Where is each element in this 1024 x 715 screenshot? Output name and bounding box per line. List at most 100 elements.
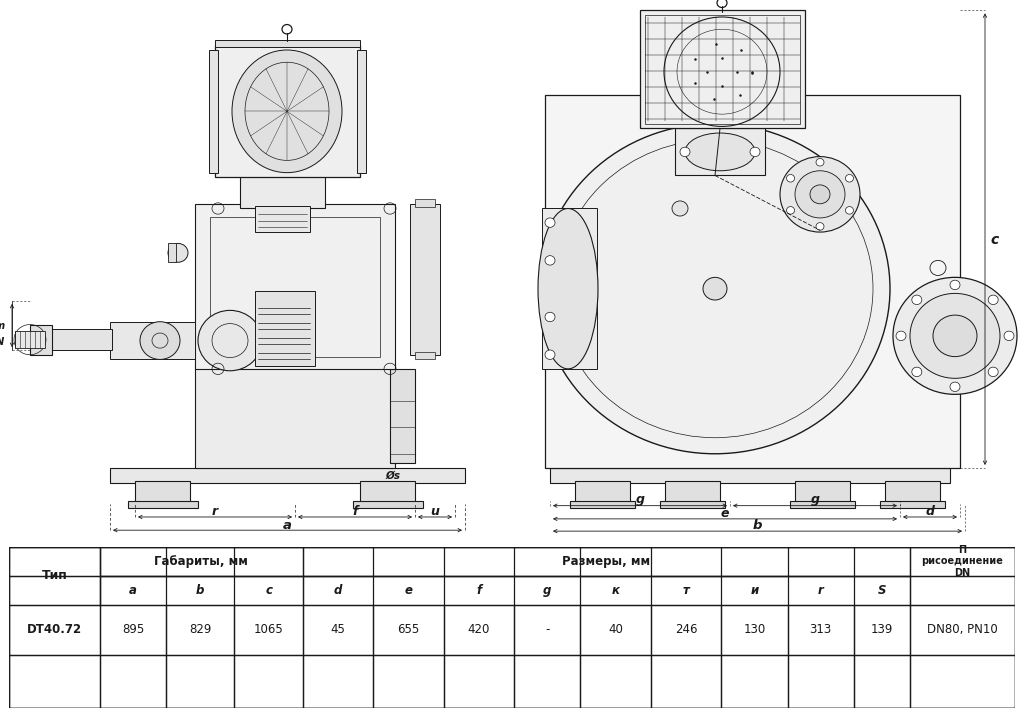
Text: Габариты, мм: Габариты, мм: [155, 555, 248, 568]
Circle shape: [168, 243, 188, 262]
Circle shape: [911, 295, 922, 305]
Text: и: и: [751, 584, 759, 597]
Bar: [255, 290, 315, 366]
Circle shape: [750, 147, 760, 157]
Bar: [168, 243, 176, 262]
Circle shape: [786, 174, 795, 182]
Circle shape: [816, 159, 824, 166]
Circle shape: [540, 124, 890, 454]
Text: -: -: [545, 623, 550, 636]
Bar: [215, 39, 360, 47]
Text: r: r: [212, 505, 218, 518]
Text: 655: 655: [397, 623, 420, 636]
Bar: [128, 501, 198, 508]
Text: d: d: [334, 584, 342, 597]
Bar: [360, 481, 415, 506]
Circle shape: [545, 256, 555, 265]
Text: d: d: [926, 505, 935, 518]
Circle shape: [680, 147, 690, 157]
Circle shape: [896, 331, 906, 340]
Text: e: e: [721, 507, 729, 520]
Text: S: S: [878, 584, 887, 597]
Circle shape: [816, 222, 824, 230]
Text: 420: 420: [468, 623, 490, 636]
Bar: [50, 329, 112, 350]
Circle shape: [893, 277, 1017, 395]
Bar: [353, 501, 423, 508]
Bar: [215, 45, 360, 177]
Bar: [645, 15, 800, 124]
Text: b: b: [753, 519, 762, 532]
Circle shape: [846, 207, 853, 214]
Text: Øs: Øs: [385, 470, 400, 480]
Circle shape: [810, 185, 830, 204]
Bar: [665, 481, 720, 506]
Bar: [545, 95, 961, 468]
Text: 313: 313: [810, 623, 831, 636]
Bar: [542, 209, 597, 369]
Bar: [30, 325, 52, 355]
Circle shape: [910, 293, 1000, 378]
Text: 1065: 1065: [254, 623, 284, 636]
Text: 40: 40: [608, 623, 623, 636]
Text: c: c: [991, 232, 999, 247]
Bar: [410, 204, 440, 355]
Bar: [415, 352, 435, 360]
Bar: [570, 501, 635, 508]
Text: f: f: [352, 505, 357, 518]
Text: g: g: [636, 493, 644, 506]
Circle shape: [140, 322, 180, 360]
Circle shape: [988, 368, 998, 377]
Bar: [660, 501, 725, 508]
Text: 829: 829: [189, 623, 212, 636]
Text: DN80, PN10: DN80, PN10: [927, 623, 997, 636]
Circle shape: [933, 315, 977, 357]
Circle shape: [545, 218, 555, 227]
Text: a: a: [129, 584, 137, 597]
Bar: [303, 547, 910, 576]
Circle shape: [950, 382, 961, 392]
Bar: [255, 206, 310, 232]
Text: u: u: [430, 505, 439, 518]
Text: 895: 895: [122, 623, 144, 636]
Bar: [390, 369, 415, 463]
Text: П
рисоединение
DN: П рисоединение DN: [922, 545, 1004, 578]
Bar: [550, 468, 950, 483]
Bar: [209, 50, 218, 172]
Bar: [195, 204, 395, 369]
Bar: [675, 128, 765, 175]
Text: g: g: [543, 584, 551, 597]
Bar: [885, 481, 940, 506]
Circle shape: [703, 277, 727, 300]
Circle shape: [988, 295, 998, 305]
Bar: [135, 481, 190, 506]
Text: r: r: [818, 584, 823, 597]
Circle shape: [911, 368, 922, 377]
Text: к: к: [611, 584, 620, 597]
Text: f: f: [476, 584, 481, 597]
Circle shape: [672, 201, 688, 216]
Bar: [195, 364, 395, 468]
Text: Размеры, мм: Размеры, мм: [562, 555, 650, 568]
Bar: [910, 547, 1015, 576]
Text: 139: 139: [870, 623, 893, 636]
Bar: [795, 481, 850, 506]
Text: a: a: [283, 519, 292, 532]
Text: c: c: [265, 584, 272, 597]
Text: 246: 246: [675, 623, 697, 636]
Bar: [880, 501, 945, 508]
Text: т: т: [683, 584, 689, 597]
Ellipse shape: [538, 209, 598, 369]
Bar: [240, 175, 325, 209]
Circle shape: [795, 171, 845, 218]
Circle shape: [198, 310, 262, 371]
Text: b: b: [196, 584, 205, 597]
Circle shape: [786, 207, 795, 214]
Bar: [9, 547, 99, 605]
Bar: [415, 199, 435, 207]
Bar: [110, 468, 465, 483]
Text: 130: 130: [743, 623, 766, 636]
Text: e: e: [404, 584, 413, 597]
Bar: [99, 547, 303, 576]
Text: m: m: [0, 322, 5, 332]
